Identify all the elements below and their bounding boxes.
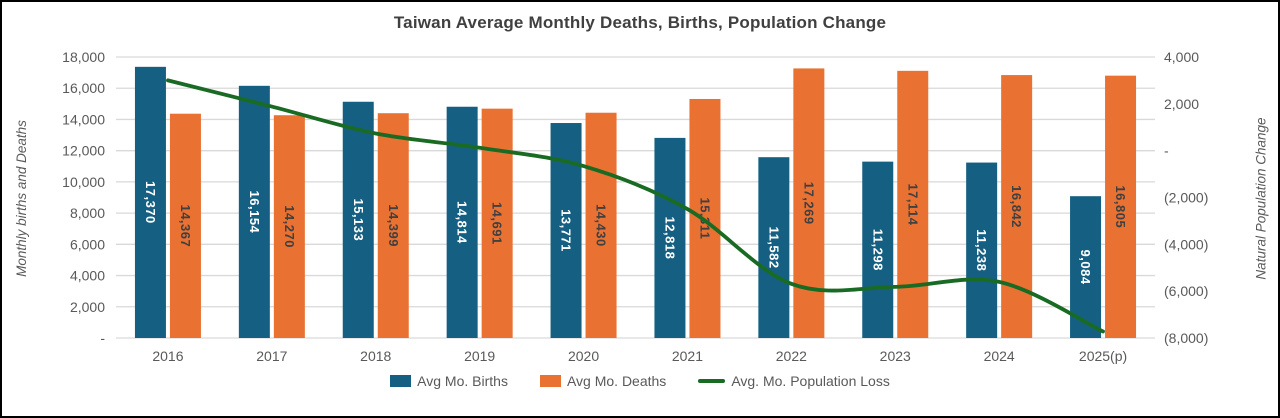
births-bar-label-2019: 14,814 xyxy=(455,201,470,244)
x-axis-tick-label: 2021 xyxy=(672,348,703,364)
left-axis-title-wrap: Monthly births and Deaths xyxy=(4,57,38,340)
left-axis-tick-label: 18,000 xyxy=(62,49,105,65)
legend-label-population-loss: Avg. Mo. Population Loss xyxy=(731,373,890,389)
deaths-swatch-icon xyxy=(539,375,561,387)
left-axis-tick-label: 6,000 xyxy=(70,236,105,252)
right-axis-title: Natural Population Change xyxy=(1253,117,1269,280)
deaths-bar-label-2017: 14,270 xyxy=(282,205,297,248)
births-bar-label-2023: 11,298 xyxy=(870,229,885,271)
left-axis-tick-label: 2,000 xyxy=(70,299,105,315)
births-bar-2023 xyxy=(862,161,894,338)
births-bar-label-2021: 12,818 xyxy=(662,217,677,260)
births-bar-2022 xyxy=(758,157,790,338)
left-axis-tick-label: 16,000 xyxy=(62,80,105,96)
births-swatch-icon xyxy=(390,375,412,387)
births-bar-2021 xyxy=(654,137,686,338)
left-axis-tick-label: 14,000 xyxy=(62,111,105,127)
births-bar-2024 xyxy=(966,162,998,338)
right-axis-tick-label: (6,000) xyxy=(1164,283,1208,299)
deaths-bar-2022 xyxy=(793,68,825,339)
births-bar-2017 xyxy=(238,85,270,338)
births-bar-label-2024: 11,238 xyxy=(974,229,989,271)
deaths-bar-label-2020: 14,430 xyxy=(594,204,609,247)
population-loss-line xyxy=(166,78,1105,334)
chart-title: Taiwan Average Monthly Deaths, Births, P… xyxy=(393,13,887,32)
legend-label-births: Avg Mo. Births xyxy=(417,373,508,389)
legend-item-births: Avg Mo. Births xyxy=(390,373,508,389)
deaths-bar-label-2024: 16,842 xyxy=(1009,185,1024,228)
deaths-bar-label-2022: 17,269 xyxy=(801,182,816,225)
x-axis-tick-label: 2016 xyxy=(152,348,183,364)
right-axis-tick-label: (4,000) xyxy=(1164,236,1208,252)
deaths-bar-label-2019: 14,691 xyxy=(490,202,505,245)
deaths-bar-label-2025(p): 16,805 xyxy=(1113,185,1128,228)
deaths-bar-2020 xyxy=(585,112,617,339)
x-axis-tick-label: 2025(p) xyxy=(1079,348,1127,364)
legend-label-deaths: Avg Mo. Deaths xyxy=(566,373,667,389)
births-bar-label-2016: 17,370 xyxy=(143,181,158,224)
right-axis-tick-label: (8,000) xyxy=(1164,330,1208,346)
deaths-bar-label-2016: 14,367 xyxy=(178,204,193,247)
births-bar-label-2018: 15,133 xyxy=(351,198,366,241)
births-bar-2018 xyxy=(342,101,374,339)
right-axis-tick-label: 2,000 xyxy=(1164,96,1199,112)
legend-item-population-loss: Avg. Mo. Population Loss xyxy=(698,373,890,389)
left-axis-title: Monthly births and Deaths xyxy=(13,120,29,277)
deaths-bar-2016 xyxy=(169,113,201,338)
x-axis-tick-label: 2018 xyxy=(360,348,391,364)
left-axis-tick-label: 8,000 xyxy=(70,205,105,221)
deaths-bar-2025(p) xyxy=(1105,75,1137,339)
right-axis-tick-label: (2,000) xyxy=(1164,190,1208,206)
right-axis-tick-label: - xyxy=(1164,143,1169,159)
x-axis-tick-label: 2019 xyxy=(464,348,495,364)
x-axis-tick-label: 2022 xyxy=(776,348,807,364)
births-bar-label-2017: 16,154 xyxy=(247,191,262,234)
left-axis-tick-label: - xyxy=(100,330,105,346)
population-loss-swatch-icon xyxy=(698,379,726,383)
right-axis-tick-label: 4,000 xyxy=(1164,49,1199,65)
x-axis-tick-label: 2020 xyxy=(568,348,599,364)
births-bar-label-2020: 13,771 xyxy=(559,209,574,252)
deaths-bar-2024 xyxy=(1001,75,1033,338)
deaths-bar-2019 xyxy=(481,108,513,338)
x-axis-tick-label: 2017 xyxy=(256,348,287,364)
deaths-bar-label-2018: 14,399 xyxy=(386,204,401,247)
left-axis-tick-label: 10,000 xyxy=(62,174,105,190)
x-axis-tick-label: 2024 xyxy=(984,348,1015,364)
x-axis-tick-label: 2023 xyxy=(880,348,911,364)
births-bar-label-2022: 11,582 xyxy=(766,227,781,269)
births-bar-2016 xyxy=(134,66,166,339)
right-axis-title-wrap: Natural Population Change xyxy=(1244,57,1278,340)
legend: Avg Mo. Births Avg Mo. Deaths Avg. Mo. P… xyxy=(2,373,1278,389)
left-axis-tick-label: 12,000 xyxy=(62,143,105,159)
births-bar-label-2025(p): 9,084 xyxy=(1078,250,1093,285)
deaths-bar-2017 xyxy=(273,115,305,338)
deaths-bar-label-2023: 17,114 xyxy=(905,183,920,225)
deaths-bar-2023 xyxy=(897,70,929,338)
left-axis-tick-label: 4,000 xyxy=(70,268,105,284)
legend-item-deaths: Avg Mo. Deaths xyxy=(539,373,667,389)
deaths-bar-2018 xyxy=(377,113,409,339)
